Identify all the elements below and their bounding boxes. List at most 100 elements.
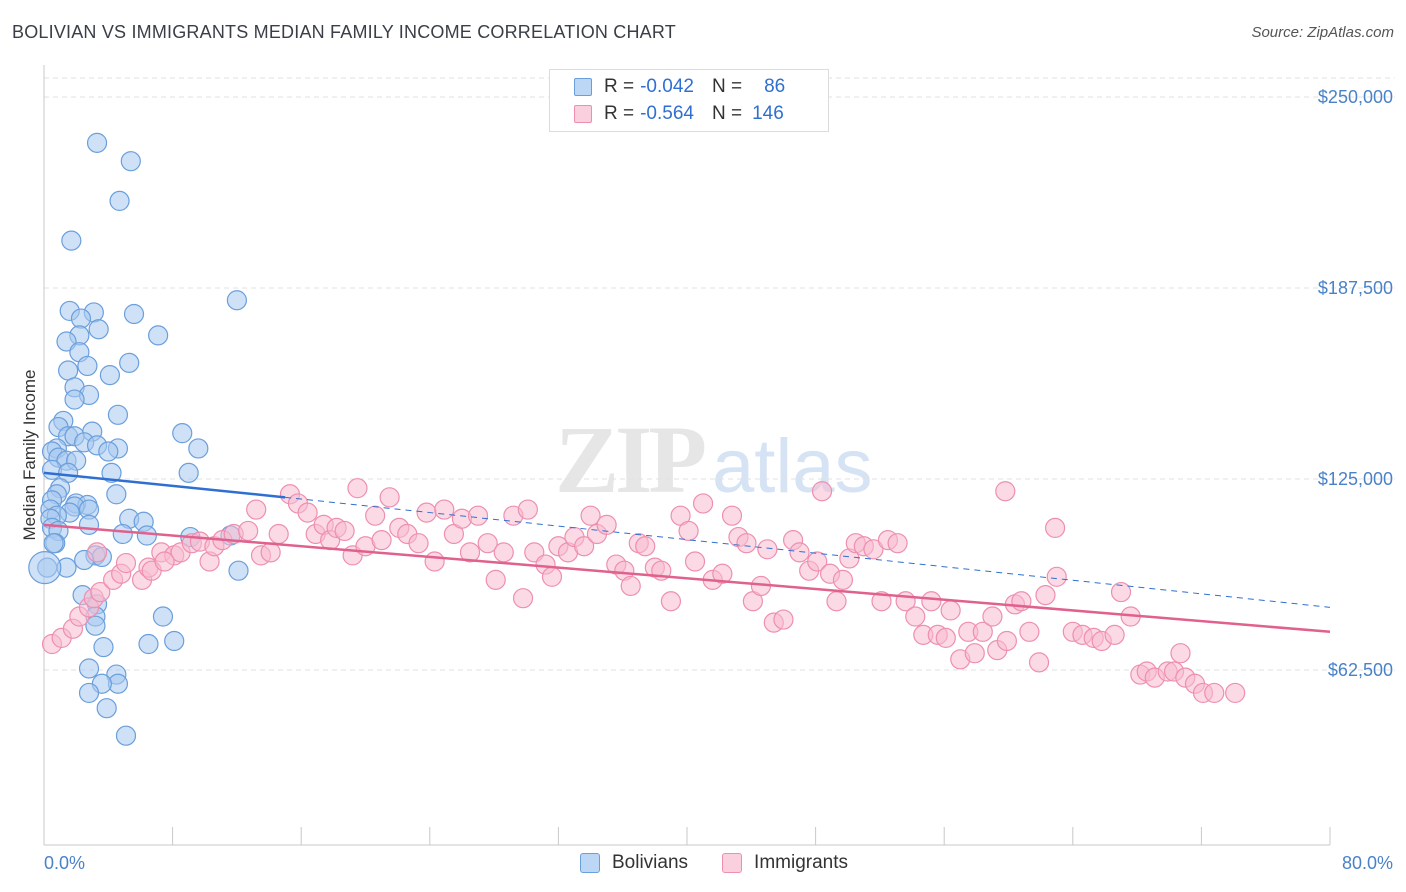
bolivians-trend-line — [43, 471, 286, 499]
immigrant-point — [684, 551, 706, 572]
immigrant-point — [574, 536, 595, 557]
immigrant-point — [995, 481, 1016, 502]
y-tick-label: $250,000 — [1318, 87, 1393, 107]
immigrant-point — [379, 487, 400, 508]
bolivian-point — [106, 484, 127, 505]
immigrant-point — [996, 630, 1017, 652]
immigrant-point — [692, 493, 714, 514]
series-legend: Bolivians Immigrants — [580, 852, 882, 874]
immigrant-point — [1110, 581, 1132, 603]
legend-r-label: R = — [604, 103, 635, 124]
bolivian-point — [120, 151, 141, 172]
bolivian-point — [64, 389, 85, 410]
bolivian-point — [78, 658, 100, 679]
svg-text:ZIP: ZIP — [555, 406, 704, 513]
immigrant-point — [935, 627, 956, 649]
bolivian-point — [99, 364, 121, 386]
bolivian-point — [77, 355, 98, 377]
bolivians-points — [28, 132, 249, 746]
immigrant-point — [541, 566, 563, 587]
immigrant-point — [268, 523, 289, 545]
immigrant-point — [635, 536, 656, 557]
immigrant-point — [493, 542, 514, 563]
immigrant-point — [596, 514, 617, 535]
bolivian-point — [101, 462, 122, 483]
immigrant-point — [434, 499, 455, 520]
immigrant-point — [580, 505, 601, 526]
immigrant-point — [773, 609, 794, 630]
bolivian-point — [112, 523, 133, 545]
bolivian-point — [61, 230, 82, 251]
immigrant-point — [1225, 682, 1246, 704]
immigrant-point — [905, 606, 926, 627]
bolivian-point — [152, 606, 174, 627]
immigrant-point — [86, 542, 108, 563]
immigrant-point — [736, 533, 757, 554]
bolivians-label: Bolivians — [612, 852, 689, 873]
legend-r-value: -0.564 — [640, 103, 694, 124]
immigrant-point — [757, 539, 778, 560]
immigrant-point — [347, 478, 368, 499]
immigrant-point — [1028, 652, 1050, 673]
legend-swatch-bolivians — [574, 78, 592, 96]
immigrants-label: Immigrants — [754, 852, 849, 873]
immigrant-point — [940, 600, 961, 621]
immigrant-point — [371, 530, 392, 551]
legend-n-label: N = — [711, 103, 743, 124]
immigrant-point — [921, 591, 942, 612]
correlation-legend: R = -0.042 N = 86 R = -0.564 N = 146 — [549, 69, 829, 132]
legend-row-immigrants: R = -0.564 N = 146 — [574, 102, 784, 126]
immigrant-point — [972, 621, 993, 642]
bolivian-point — [228, 560, 249, 581]
immigrant-point — [90, 581, 111, 603]
bolivian-point — [78, 514, 100, 535]
immigrant-point — [260, 542, 281, 563]
immigrant-point — [807, 551, 828, 572]
immigrant-point — [459, 542, 481, 563]
bolivian-point — [148, 325, 169, 346]
y-tick-label: $125,000 — [1318, 469, 1393, 489]
immigrant-point — [871, 591, 892, 612]
immigrant-point — [334, 520, 355, 542]
y-tick-label: $187,500 — [1318, 278, 1393, 298]
legend-item-immigrants[interactable]: Immigrants — [722, 852, 848, 874]
immigrant-point — [789, 542, 810, 563]
immigrant-point — [982, 606, 1003, 627]
bolivian-point — [43, 533, 64, 554]
immigrant-point — [863, 539, 884, 560]
bolivians-swatch — [580, 853, 600, 873]
bolivian-point — [136, 525, 157, 546]
bolivian-point — [115, 725, 137, 746]
chart-title: BOLIVIAN VS IMMIGRANTS MEDIAN FAMILY INC… — [12, 22, 676, 42]
immigrant-point — [1204, 682, 1225, 704]
immigrants-swatch — [722, 853, 743, 873]
bolivian-point — [86, 132, 108, 153]
bolivian-point — [70, 308, 92, 329]
legend-item-bolivians[interactable]: Bolivians — [580, 852, 688, 874]
bolivian-point — [123, 303, 145, 325]
immigrant-point — [964, 643, 985, 664]
bolivian-point — [226, 290, 247, 311]
legend-swatch-immigrants — [574, 105, 592, 123]
immigrant-point — [1104, 624, 1125, 645]
bolivian-point — [98, 441, 119, 462]
immigrant-point — [620, 575, 641, 597]
legend-r-value: -0.042 — [640, 76, 694, 97]
immigrant-point — [365, 505, 386, 526]
bolivian-point — [164, 630, 185, 652]
immigrant-point — [297, 502, 318, 523]
bolivian-point — [178, 462, 199, 483]
immigrant-point — [408, 533, 429, 554]
zipatlas-watermark: ZIP atlas — [555, 406, 873, 513]
y-axis-title: Median Family Income — [20, 369, 39, 540]
immigrant-point — [467, 505, 489, 526]
immigrant-point — [238, 520, 259, 542]
immigrant-point — [660, 591, 682, 612]
legend-row-bolivians: R = -0.042 N = 86 — [574, 75, 785, 99]
immigrant-point — [115, 552, 137, 574]
immigrant-point — [154, 551, 175, 572]
immigrant-point — [887, 533, 908, 554]
immigrant-point — [512, 588, 534, 609]
legend-r-label: R = — [604, 76, 635, 97]
chart-source: Source: ZipAtlas.com — [1251, 24, 1394, 41]
